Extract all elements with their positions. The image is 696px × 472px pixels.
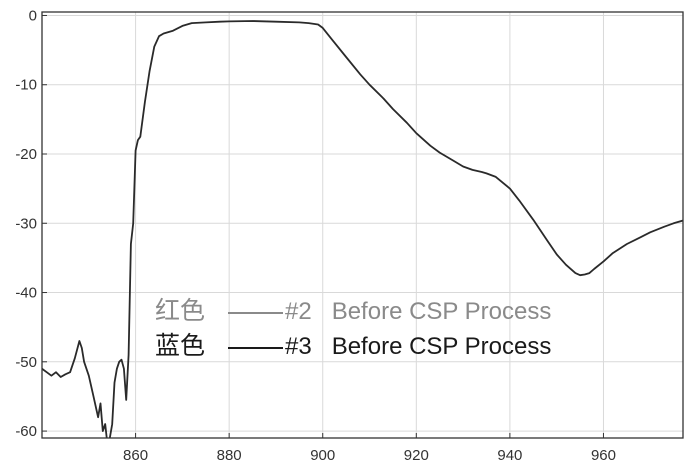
y-tick-label-2: -20: [15, 146, 37, 163]
gridlines: [42, 12, 683, 438]
legend-entry-2: 蓝色 #3 Before CSP Process: [155, 332, 551, 360]
x-tick-label-3: 920: [404, 447, 429, 464]
x-axis-ticks: 860 880 900 920 940 960: [123, 433, 616, 464]
series-line-0: [42, 20, 683, 438]
x-tick-label-2: 900: [310, 447, 335, 464]
x-tick-label-0: 860: [123, 447, 148, 464]
x-tick-label-1: 880: [217, 447, 242, 464]
y-tick-label-0: 0: [29, 7, 37, 24]
legend-entry-2-label: #3 Before CSP Process: [285, 333, 551, 360]
x-tick-label-5: 960: [591, 447, 616, 464]
legend-entry-2-prefix: 蓝色: [155, 332, 205, 360]
plot-frame: [41, 11, 684, 439]
y-tick-label-4: -40: [15, 285, 37, 302]
y-tick-label-3: -30: [15, 215, 37, 232]
legend-entry-1: 红色 #2 Before CSP Process: [155, 297, 551, 325]
legend-entry-1-prefix: 红色: [155, 297, 205, 325]
plot-area: [42, 12, 683, 438]
x-tick-label-4: 940: [497, 447, 522, 464]
y-tick-label-1: -10: [15, 77, 37, 94]
series-layer: [42, 20, 683, 438]
y-axis-ticks: 0 -10 -20 -30 -40 -50 -60: [15, 7, 47, 440]
legend: 红色 #2 Before CSP Process 蓝色 #3 Before CS…: [155, 297, 551, 360]
legend-entry-1-label: #2 Before CSP Process: [285, 298, 551, 325]
y-tick-label-5: -50: [15, 354, 37, 371]
y-tick-label-6: -60: [15, 423, 37, 440]
